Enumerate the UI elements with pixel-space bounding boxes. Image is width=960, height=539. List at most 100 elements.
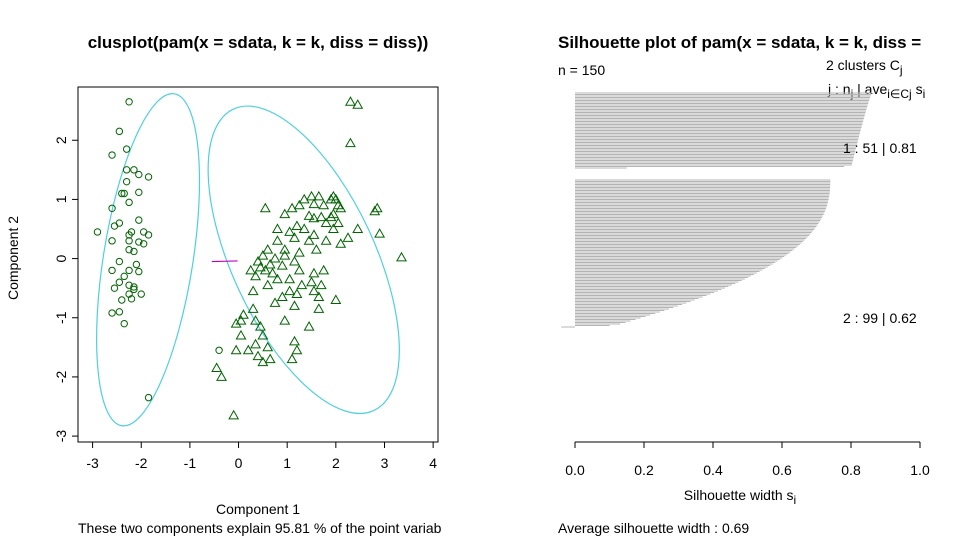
cluster-2-point bbox=[298, 193, 310, 204]
clusplot-plot-box bbox=[77, 86, 439, 443]
cluster-2-point bbox=[332, 217, 344, 228]
cluster-2-point bbox=[293, 199, 305, 210]
silhouette-legend-line2: j : nj | avei∈Cj si bbox=[827, 81, 925, 101]
cluster-1-point bbox=[127, 295, 136, 303]
cluster-2-point bbox=[252, 255, 264, 266]
cluster-2-point bbox=[291, 344, 303, 355]
cluster-1-point bbox=[118, 189, 126, 198]
cluster-1-point bbox=[125, 281, 133, 289]
clusplot-x-tick-label: 2 bbox=[332, 455, 340, 471]
cluster-2-point bbox=[235, 329, 247, 340]
cluster-2-point bbox=[291, 220, 303, 230]
cluster-2-point bbox=[325, 211, 337, 222]
cluster-2-point bbox=[271, 223, 283, 233]
silhouette-x-tick-label: 0.8 bbox=[841, 462, 861, 478]
cluster-2-point bbox=[257, 329, 269, 340]
cluster-2-point bbox=[286, 202, 298, 213]
cluster-1-point bbox=[122, 177, 131, 186]
cluster-2-point bbox=[327, 208, 339, 219]
clusplot-y-tick-label: 1 bbox=[53, 195, 69, 203]
legend-line1-text: 2 clusters C bbox=[826, 57, 900, 73]
cluster-2-point bbox=[271, 235, 283, 245]
cluster-2-point bbox=[276, 291, 288, 301]
cluster-1-point bbox=[125, 198, 133, 207]
cluster-2-point bbox=[306, 276, 317, 287]
cluster-2-point bbox=[247, 303, 259, 313]
cluster-2-point bbox=[308, 212, 320, 223]
cluster-2-point bbox=[327, 190, 339, 201]
cluster-1-point bbox=[110, 222, 119, 230]
cluster-1-point bbox=[125, 246, 133, 254]
cluster-1-point bbox=[120, 272, 128, 281]
clusplot-y-tick-label: -1 bbox=[53, 311, 69, 324]
cluster-2-point bbox=[352, 99, 364, 109]
average-silhouette-width: Average silhouette width : 0.69 bbox=[558, 520, 749, 536]
cluster-2-point bbox=[374, 228, 386, 238]
cluster-2-point bbox=[293, 247, 305, 257]
legend-line1-sub: j bbox=[899, 63, 903, 77]
silhouette-legend-line1: 2 clusters Cj bbox=[826, 57, 903, 77]
cluster-1-ellipse bbox=[96, 93, 201, 427]
cluster-1-point bbox=[108, 309, 116, 317]
cluster-2-point bbox=[259, 264, 271, 275]
cluster-1-point bbox=[115, 308, 124, 316]
cluster-2-point bbox=[369, 205, 381, 216]
cluster-2-point bbox=[237, 309, 249, 319]
cluster-2-point bbox=[254, 321, 266, 331]
cluster-2-point bbox=[257, 356, 269, 367]
cluster-1-point bbox=[122, 166, 131, 174]
cluster-1-point bbox=[115, 127, 124, 136]
cluster-1-point bbox=[130, 283, 138, 291]
cluster-1-point bbox=[115, 257, 124, 266]
cluster-2-point bbox=[252, 350, 264, 361]
cluster-2-point bbox=[320, 235, 332, 245]
cluster-2-point bbox=[286, 353, 298, 364]
cluster-2-point bbox=[262, 341, 274, 352]
cluster-2-point bbox=[315, 211, 327, 222]
cluster-2-point bbox=[254, 261, 266, 272]
cluster-2-point bbox=[211, 362, 223, 372]
cluster-1-point bbox=[115, 278, 124, 286]
cluster-2-point bbox=[313, 190, 325, 201]
cluster-2-point bbox=[235, 315, 247, 325]
clusplot-subtitle: These two components explain 95.81 % of … bbox=[78, 520, 442, 536]
cluster-2-point bbox=[279, 250, 291, 260]
silhouette-x-tick-label: 0.4 bbox=[703, 462, 723, 478]
cluster-1-point bbox=[135, 267, 143, 276]
silhouette-x-label: Silhouette width si bbox=[684, 487, 796, 507]
cluster-2-point bbox=[257, 250, 269, 260]
cluster-2-point bbox=[308, 285, 320, 296]
cluster-2-point bbox=[352, 223, 364, 233]
cluster-1-point bbox=[125, 237, 133, 245]
cluster-2-point bbox=[276, 260, 288, 270]
cluster-2-point bbox=[315, 279, 327, 290]
legend-line2-c: s bbox=[912, 81, 923, 97]
cluster-1-point bbox=[120, 319, 128, 328]
cluster-1-point bbox=[135, 238, 143, 246]
cluster-2-point bbox=[308, 229, 320, 239]
cluster-1-point bbox=[135, 170, 143, 179]
cluster-2-point bbox=[216, 371, 227, 381]
cluster-2-summary: 2 : 99 | 0.62 bbox=[843, 310, 917, 326]
cluster-2-point bbox=[310, 244, 322, 254]
cluster-1-point bbox=[93, 228, 102, 236]
cluster-2-ellipse bbox=[207, 105, 400, 415]
cluster-2-point bbox=[289, 335, 300, 346]
cluster-points bbox=[93, 96, 407, 420]
cluster-2-point bbox=[228, 409, 240, 420]
cluster-2-point bbox=[318, 199, 330, 210]
clusplot-x-tick-label: -1 bbox=[184, 455, 197, 471]
cluster-1-point bbox=[144, 173, 153, 181]
cluster-2-point bbox=[344, 137, 356, 148]
cluster-2-point bbox=[289, 255, 300, 266]
cluster-2-point bbox=[230, 318, 242, 328]
cluster-2-point bbox=[293, 264, 305, 275]
cluster-2-point bbox=[245, 264, 257, 275]
cluster-2-point bbox=[250, 315, 262, 325]
silhouette-bars bbox=[561, 92, 872, 328]
cluster-2-point bbox=[264, 353, 276, 364]
cluster-2-point bbox=[318, 264, 330, 275]
cluster-2-point bbox=[291, 288, 303, 299]
clusplot-panel: clusplot(pam(x = sdata, k = k, diss = di… bbox=[5, 33, 442, 536]
cluster-2-point bbox=[335, 202, 347, 213]
